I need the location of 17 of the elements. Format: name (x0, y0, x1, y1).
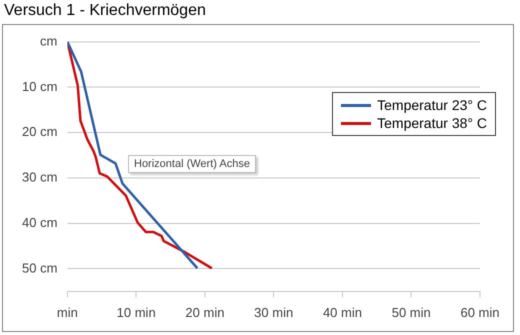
legend-label: Temperatur 38° C (377, 114, 487, 132)
y-tick-label: 20 cm (22, 124, 58, 140)
x-tick-label: 10 min (116, 304, 156, 320)
x-tick-label: 20 min (185, 304, 224, 320)
y-tick-label: 30 cm (22, 170, 58, 185)
x-tick-label: 40 min (322, 304, 362, 320)
x-tick-label: 30 min (254, 304, 294, 320)
x-tick-label: 50 min (392, 304, 431, 320)
x-tick-label: 60 min (460, 304, 500, 320)
y-tick-label: 10 cm (22, 78, 58, 94)
legend-label: Temperatur 23° C (377, 96, 487, 114)
chart-title: Versuch 1 - Kriechvermögen (4, 2, 206, 20)
annotation: Horizontal (Wert) Achse (128, 155, 256, 173)
y-tick-label: cm (40, 33, 58, 48)
y-tick-label: 50 cm (22, 260, 58, 276)
x-tick-label: min (56, 304, 78, 320)
y-tick-label: 40 cm (22, 214, 58, 230)
